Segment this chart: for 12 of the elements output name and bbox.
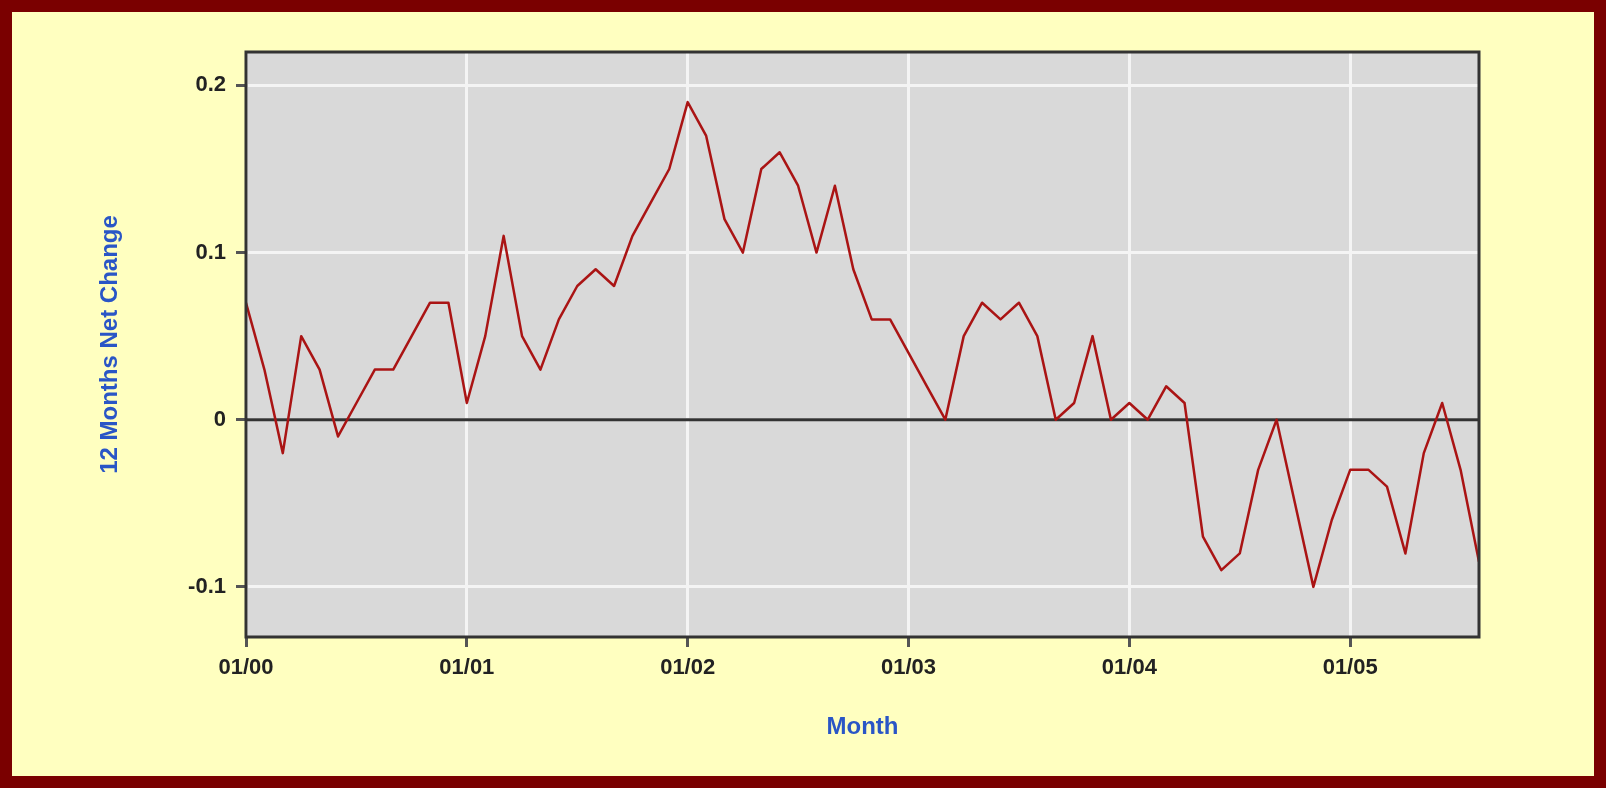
x-tick-label: 01/05	[1322, 654, 1378, 680]
y-tick-label: -0.1	[188, 572, 226, 598]
y-tick-label: 0.2	[195, 71, 226, 97]
y-axis-title: 12 Months Net Change	[95, 215, 123, 474]
x-tick-label: 01/03	[880, 654, 937, 680]
y-tick-label: 0.1	[195, 238, 226, 264]
x-tick-label: 01/02	[660, 654, 716, 680]
x-tick-label: 01/01	[439, 654, 495, 680]
x-tick-label: 01/00	[218, 654, 274, 680]
x-tick-label: 01/04	[1101, 654, 1158, 680]
x-axis-title: Month	[826, 712, 899, 740]
y-tick-label: 0	[213, 405, 226, 431]
